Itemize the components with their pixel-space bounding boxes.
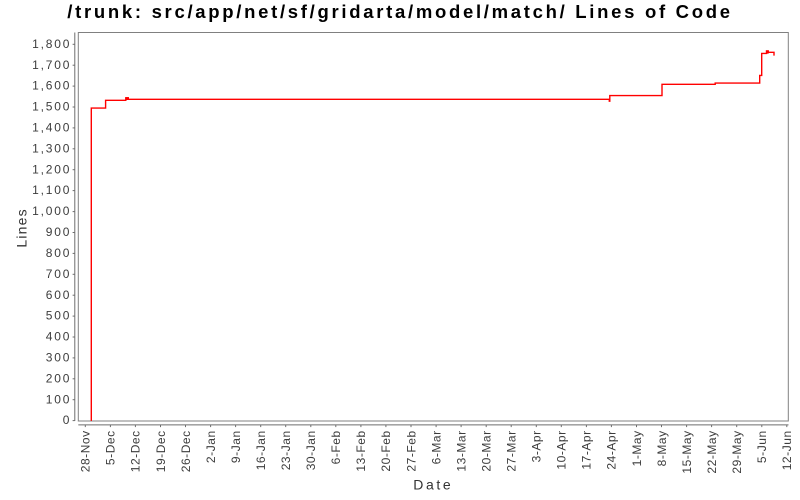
svg-text:700: 700 — [46, 267, 71, 281]
svg-text:1-May: 1-May — [630, 430, 644, 466]
svg-text:20-Feb: 20-Feb — [379, 430, 393, 471]
svg-text:13-Mar: 13-Mar — [454, 430, 468, 471]
svg-text:6-Feb: 6-Feb — [329, 430, 343, 464]
svg-text:20-Mar: 20-Mar — [480, 430, 494, 471]
svg-text:1,700: 1,700 — [32, 58, 71, 72]
svg-text:600: 600 — [46, 288, 71, 302]
svg-text:1,600: 1,600 — [32, 79, 71, 93]
svg-text:5-Dec: 5-Dec — [104, 430, 118, 465]
svg-text:800: 800 — [46, 246, 71, 260]
svg-text:29-May: 29-May — [730, 430, 744, 473]
svg-text:12-Jun: 12-Jun — [780, 430, 794, 470]
svg-text:300: 300 — [46, 351, 71, 365]
svg-text:17-Apr: 17-Apr — [580, 430, 594, 469]
svg-text:12-Dec: 12-Dec — [129, 430, 143, 472]
svg-text:1,400: 1,400 — [32, 121, 71, 135]
svg-text:8-May: 8-May — [655, 430, 669, 466]
svg-text:13-Feb: 13-Feb — [354, 430, 368, 471]
svg-text:900: 900 — [46, 225, 71, 239]
svg-text:19-Dec: 19-Dec — [154, 430, 168, 472]
svg-text:16-Jan: 16-Jan — [254, 430, 268, 470]
svg-text:24-Apr: 24-Apr — [605, 430, 619, 469]
svg-text:1,500: 1,500 — [32, 100, 71, 114]
svg-text:6-Mar: 6-Mar — [429, 430, 443, 464]
svg-text:10-Apr: 10-Apr — [555, 430, 569, 469]
svg-text:Date: Date — [413, 477, 453, 493]
svg-text:23-Jan: 23-Jan — [279, 430, 293, 470]
svg-text:30-Jan: 30-Jan — [304, 430, 318, 470]
svg-text:500: 500 — [46, 309, 71, 323]
svg-text:26-Dec: 26-Dec — [179, 430, 193, 472]
svg-text:1,200: 1,200 — [32, 162, 71, 176]
svg-text:Lines: Lines — [13, 208, 29, 247]
svg-text:1,800: 1,800 — [32, 37, 71, 51]
svg-text:3-Apr: 3-Apr — [530, 430, 544, 462]
svg-text:2-Jan: 2-Jan — [204, 430, 218, 463]
svg-text:0: 0 — [63, 413, 71, 427]
svg-text:5-Jun: 5-Jun — [755, 430, 769, 463]
svg-text:22-May: 22-May — [705, 430, 719, 473]
svg-text:9-Jan: 9-Jan — [229, 430, 243, 463]
svg-text:28-Nov: 28-Nov — [79, 430, 93, 472]
svg-text:15-May: 15-May — [680, 430, 694, 473]
svg-text:27-Mar: 27-Mar — [505, 430, 519, 471]
svg-text:27-Feb: 27-Feb — [404, 430, 418, 471]
svg-text:100: 100 — [46, 392, 71, 406]
svg-text:400: 400 — [46, 330, 71, 344]
svg-text:1,300: 1,300 — [32, 141, 71, 155]
svg-text:200: 200 — [46, 371, 71, 385]
svg-text:1,000: 1,000 — [32, 204, 71, 218]
svg-text:1,100: 1,100 — [32, 183, 71, 197]
